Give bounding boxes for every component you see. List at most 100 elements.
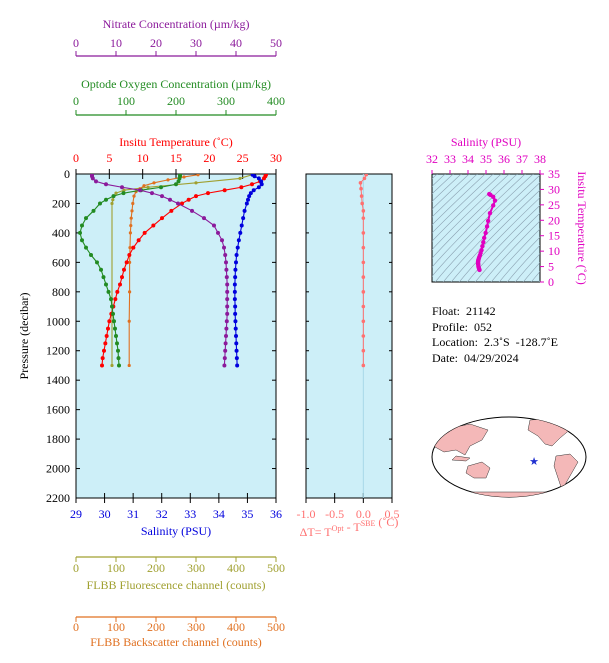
profile-value: 052 [474,319,492,334]
delta-t-point [361,290,366,294]
backscatter-point [166,178,170,182]
world-map: ★ [431,416,587,498]
nitrate-point [104,182,108,187]
fluorescence-point [238,176,242,181]
indonesia-landmass [451,455,471,462]
delta-t-axis-title: ΔT= TOpt - TSBE (˚C) [300,515,399,539]
salinity-point [247,194,252,199]
salinity-point [244,201,249,206]
oxygen-point [176,179,181,184]
nitrate-point [168,197,172,202]
fluorescence-point [146,185,150,189]
density-contour [490,228,540,282]
nitrate-point [225,311,230,316]
ts-temperature-tick-label: 15 [548,229,560,243]
oxygen-point [78,230,82,235]
ts-temperature-axis-title: Insitu Temperature (˚C) [575,171,589,285]
oxygen-point [116,348,120,353]
backscatter-point [129,216,133,220]
temperature-point [107,319,112,324]
salinity-tick-label: 31 [127,507,139,521]
salinity-point [234,260,238,265]
temperature-point [127,253,132,257]
density-contour [432,174,486,226]
nitrate-axis-title: Nitrate Concentration (µm/kg) [103,17,250,31]
ts-temperature-tick-label: 35 [548,167,560,181]
float-row: Float: 21142 [432,304,558,320]
temperature-point [100,356,105,361]
oxygen-tick-label: 200 [167,94,185,108]
delta-t-tick-label: -0.5 [325,507,344,521]
date-row: Date: 04/29/2024 [432,351,558,367]
temperature-axis: 0 5 10 15 20 25 30 Insitu Temperature (˚C) [73,135,282,179]
delta-t-tick-label: 0.0 [356,507,371,521]
oxygen-point [89,253,93,257]
salinity-point [234,334,238,338]
temperature-point [194,194,198,199]
nitrate-point [224,334,228,338]
fluorescence-point [110,363,114,368]
salinity-series [232,174,264,368]
delta-t-tick-label: -1.0 [297,507,316,521]
profile-row: Profile: 052 [432,320,558,336]
ts-point [483,230,488,236]
backscatter-line [128,174,199,366]
salinity-point [232,297,237,302]
fluorescence-tick-label: 100 [107,561,125,575]
nitrate-point [222,356,227,361]
density-contour [498,236,540,282]
delta-t-point [359,194,364,198]
temperature-tick-label: 15 [170,151,182,165]
oxygen-point [121,191,126,196]
fluorescence-tick-label: 500 [267,561,285,575]
temperature-point [206,191,210,196]
backscatter-axis: 0 100 200 300 400 500 FLBB Backscatter channel… [73,616,285,649]
temperature-point [160,216,164,221]
nitrate-point [225,289,230,294]
pressure-tick-label: 1800 [46,432,70,446]
nitrate-axis: 0 10 20 30 40 50 Nitrate Concentration (µm/kg) [73,17,282,57]
profile-label: Profile: [432,319,468,334]
backscatter-series [127,174,200,368]
salinity-point [232,282,237,287]
density-contour [458,197,540,282]
salinity-axis-title: Salinity (PSU) [141,524,211,538]
nitrate-point [120,185,124,190]
oxygen-point [111,311,115,316]
nitrate-point [176,201,180,206]
location-label: Location: [432,335,478,349]
location-row: Location: 2.3˚S -128.7˚E [432,335,558,351]
oxygen-point [101,275,106,280]
fluorescence-tick-label: 0 [73,561,79,575]
nitrate-point [94,179,98,184]
oxygen-point [117,363,121,368]
nitrate-point [216,230,220,235]
temperature-tick-label: 25 [237,151,249,165]
delta-t-point [359,186,363,191]
fluorescence-line [111,174,253,366]
oxygen-point [113,326,117,331]
ts-temperature-tick-label: 30 [548,182,560,196]
backscatter-axis-title: FLBB Backscatter channel (counts) [90,635,262,649]
density-contour [432,174,526,268]
salinity-axis: 29 30 31 32 33 34 35 36 Salinity (PSU) [70,493,282,538]
salinity-point [234,356,239,361]
nitrate-tick-label: 10 [110,36,122,50]
nitrate-point [202,216,206,221]
temperature-point [239,185,244,190]
temperature-point [186,197,191,202]
density-contour [432,174,462,202]
backscatter-point [152,181,156,185]
temperature-point [104,334,109,338]
nitrate-point [138,188,142,193]
salinity-point [233,319,238,324]
south-america-landmass [553,453,579,491]
nitrate-point [225,297,230,302]
backscatter-tick-label: 100 [107,620,125,634]
float-info-panel: Float: 21142 Profile: 052 Location: 2.3˚… [432,304,558,366]
temperature-point [262,176,266,181]
ts-point [480,244,485,249]
oxygen-point [99,267,103,272]
nitrate-point [90,176,95,181]
